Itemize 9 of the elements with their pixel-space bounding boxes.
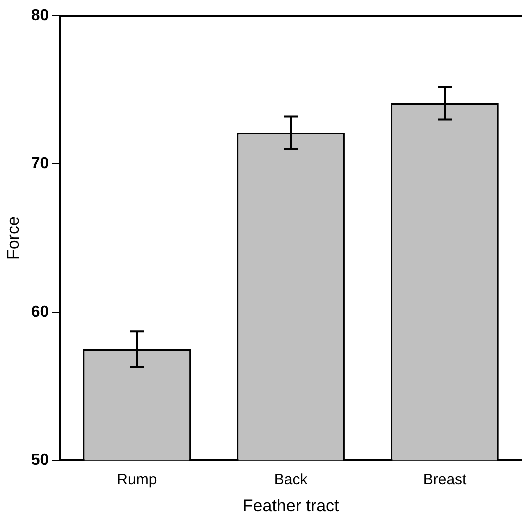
x-tick-label: Rump — [117, 472, 158, 489]
x-tick-label: Back — [274, 472, 308, 489]
x-axis-title: Feather tract — [242, 496, 340, 516]
y-tick-label: 60 — [31, 304, 50, 321]
y-axis-title: Force — [4, 216, 23, 260]
y-tick-label: 80 — [31, 7, 50, 24]
x-tick-label: Breast — [423, 472, 468, 489]
y-tick-label: 70 — [31, 156, 50, 173]
y-tick-label: 50 — [31, 452, 50, 470]
